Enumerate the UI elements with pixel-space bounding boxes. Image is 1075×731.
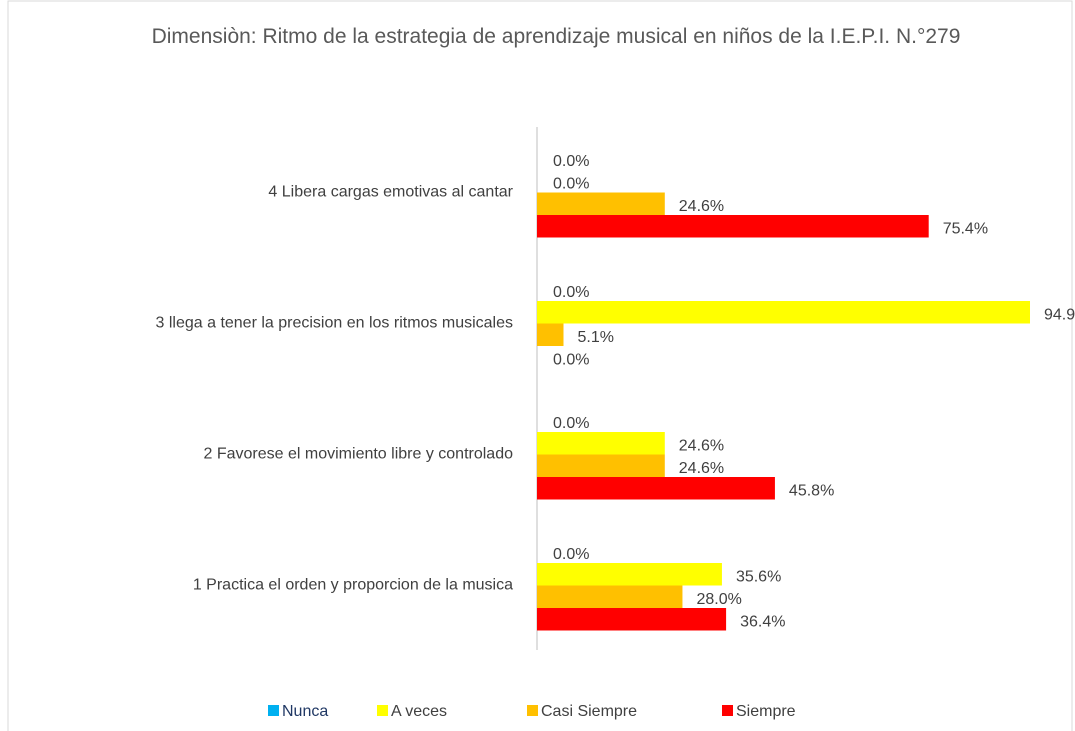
value-label: 0.0%: [553, 546, 589, 563]
category-label: 4 Libera cargas emotivas al cantar: [268, 184, 513, 201]
legend-label: Siempre: [736, 703, 796, 720]
bar: [537, 432, 665, 455]
value-label: 0.0%: [553, 175, 589, 192]
category-label: 2 Favorese el movimiento libre y control…: [204, 446, 514, 463]
value-label: 24.6%: [679, 198, 724, 215]
chart-title: Dimensiòn: Ritmo de la estrategia de apr…: [151, 25, 961, 48]
value-label: 0.0%: [553, 284, 589, 301]
legend-swatch: [527, 705, 538, 716]
bar: [537, 323, 564, 346]
bar: [537, 608, 727, 631]
bar: [537, 192, 665, 215]
legend-swatch: [377, 705, 388, 716]
value-label: 28.0%: [696, 591, 741, 608]
category-label: 3 llega a tener la precision en los ritm…: [156, 315, 514, 332]
chart-border: [7, 0, 1073, 731]
value-label: 5.1%: [577, 329, 613, 346]
value-label: 36.4%: [740, 613, 785, 630]
value-label: 94.9%: [1044, 306, 1075, 323]
bar: [537, 215, 929, 238]
category-label: 1 Practica el orden y proporcion de la m…: [193, 577, 513, 594]
bar: [537, 585, 683, 608]
value-label: 0.0%: [553, 415, 589, 432]
value-label: 24.6%: [679, 437, 724, 454]
legend-label: Nunca: [282, 703, 328, 720]
value-label: 35.6%: [736, 568, 781, 585]
value-label: 45.8%: [789, 482, 834, 499]
value-label: 24.6%: [679, 460, 724, 477]
legend-label: A veces: [391, 703, 447, 720]
legend-swatch: [722, 705, 733, 716]
value-label: 0.0%: [553, 351, 589, 368]
bar: [537, 477, 775, 500]
bar: [537, 454, 665, 477]
bar: [537, 563, 722, 586]
bar: [537, 301, 1030, 324]
value-label: 0.0%: [553, 153, 589, 170]
legend-swatch: [268, 705, 279, 716]
value-label: 75.4%: [943, 220, 988, 237]
legend-label: Casi Siempre: [541, 703, 637, 720]
